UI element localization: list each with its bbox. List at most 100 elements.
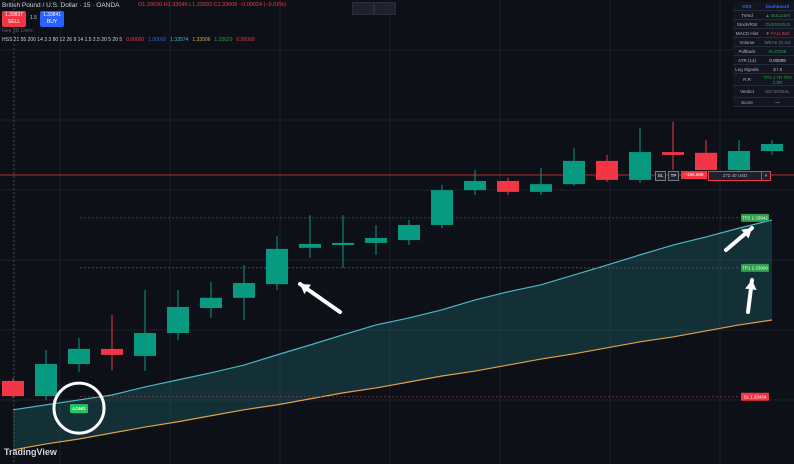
- logo: TradingView: [4, 447, 57, 457]
- dashboard-row: Stoch/RSI OVERSOLD: [733, 19, 794, 29]
- position-tp[interactable]: TP: [668, 171, 679, 181]
- band-fill: [13, 220, 772, 450]
- dashboard-header: HSS Dashboard: [733, 2, 794, 11]
- level-label-box: [741, 392, 769, 401]
- score-value: —: [761, 97, 794, 107]
- dashboard-key: Volume: [733, 37, 761, 47]
- dashboard-value: WEAK (0.4x): [761, 37, 794, 47]
- candle-body: [35, 364, 57, 397]
- indicator-2: HSS 21 55 200 14 3 3 80 12 26 9 14 1.5 2…: [2, 37, 255, 43]
- candle-body: [398, 224, 420, 241]
- sell-price: 1.33837: [4, 12, 24, 18]
- indicator-value: 0.00000: [126, 37, 145, 43]
- candle-body: [233, 283, 255, 298]
- dashboard-key: MACD Hist: [733, 28, 761, 38]
- candle-body: [134, 333, 156, 356]
- signal-box: [70, 404, 88, 414]
- candle-body: [266, 248, 288, 285]
- position-sl[interactable]: SL: [655, 171, 666, 181]
- candle-body: [101, 348, 123, 355]
- candle-body: [464, 180, 486, 191]
- candle-body: [167, 306, 189, 334]
- arrow-head: [745, 280, 757, 291]
- candle-body: [563, 160, 585, 185]
- candle-body: [695, 152, 717, 171]
- candle-body: [497, 180, 519, 192]
- verdict-value: NO SIGNAL: [761, 85, 794, 98]
- symbol: British Pound / U.S. Dollar · 15 · OANDA: [2, 2, 120, 9]
- dashboard-key: Pullback: [733, 46, 761, 56]
- indicator-value: 1.33574: [170, 37, 189, 43]
- sell-label: SELL: [7, 19, 21, 25]
- dashboard-row: Volume WEAK (0.4x): [733, 37, 794, 47]
- dashboard-row: Trend ▲ BULLISH: [733, 10, 794, 20]
- ma-line: [12, 319, 773, 451]
- dashboard-title: HSS: [733, 2, 761, 11]
- candle-body: [629, 152, 651, 180]
- dashboard-value: IN ZONE: [761, 46, 794, 56]
- buy-button[interactable]: 1.33841 BUY: [40, 11, 64, 27]
- signal-label: LONG: [73, 406, 86, 411]
- candle-body: [761, 143, 783, 152]
- candle-body: [662, 152, 684, 155]
- dashboard-row: R:R TP1 1.7R TP2 2.9R: [733, 73, 794, 86]
- candle-body: [299, 243, 321, 248]
- position-pnl: −186.588: [681, 171, 707, 179]
- level-label: TP2 1.33942: [742, 216, 768, 221]
- toolbar-button[interactable]: [374, 2, 396, 15]
- level-label: TP1 1.33800: [742, 266, 768, 271]
- dashboard-row: Leg Signals 3 / 3: [733, 64, 794, 74]
- dashboard-key: ATR (14): [733, 55, 761, 65]
- indicator-1: Gen 3D Lines: [2, 28, 33, 34]
- candle-body: [68, 348, 90, 365]
- verdict-row: Verdict NO SIGNAL: [733, 85, 794, 98]
- dashboard-value: ▼ FALLING: [761, 28, 794, 38]
- buy-price: 1.33841: [42, 12, 62, 18]
- spread: 1.5: [30, 15, 37, 21]
- candle-body: [365, 237, 387, 243]
- dashboard-value: 3 / 3: [761, 64, 794, 74]
- dashboard-key: R:R: [733, 73, 761, 86]
- level-label-box: [741, 263, 769, 272]
- candle-body: [728, 151, 750, 171]
- score-key: Score: [733, 97, 761, 107]
- dashboard-key: Stoch/RSI: [733, 19, 761, 29]
- candle-body: [2, 380, 24, 397]
- verdict-key: Verdict: [733, 85, 761, 98]
- sell-button[interactable]: 1.33837 SELL: [2, 11, 26, 27]
- dashboard-key: Leg Signals: [733, 64, 761, 74]
- dashboard-row: MACD Hist ▼ FALLING: [733, 28, 794, 38]
- position-close[interactable]: ×: [761, 171, 771, 181]
- candle-body: [596, 160, 618, 180]
- indicator-2-params: HSS 21 55 200 14 3 3 80 12 26 9 14 1.5 2…: [2, 37, 123, 43]
- ohlc: O1.33630 H1.33646 L1.33593 C1.33606 −0.0…: [138, 2, 287, 8]
- ma-line: [12, 219, 773, 411]
- candle-body: [530, 184, 552, 192]
- toolbar-button[interactable]: [352, 2, 374, 15]
- dashboard-value: TP1 1.7R TP2 2.9R: [761, 73, 794, 86]
- arrow-head: [741, 228, 752, 239]
- dashboard: HSS Dashboard Trend ▲ BULLISH Stoch/RSI OVER…: [733, 2, 794, 107]
- dashboard-row: ATR (14) 0.00089: [733, 55, 794, 65]
- level-label: SL 1.33434: [744, 394, 767, 399]
- indicator-value: 0.00000: [236, 37, 255, 43]
- dashboard-row: Pullback IN ZONE: [733, 46, 794, 56]
- buy-label: BUY: [46, 19, 58, 25]
- indicator-value: 1.33629: [214, 37, 233, 43]
- dashboard-value: OVERSOLD: [761, 19, 794, 29]
- dashboard-key: Trend: [733, 10, 761, 20]
- score-row: Score —: [733, 97, 794, 107]
- dashboard-value: 0.00089: [761, 55, 794, 65]
- indicator-value: 1.00000: [148, 37, 167, 43]
- candle-body: [200, 297, 222, 309]
- candle-body: [431, 190, 453, 225]
- position-amount: 272.40 USD: [708, 171, 762, 181]
- level-label-box: [741, 213, 769, 222]
- indicator-value: 1.33506: [192, 37, 211, 43]
- indicator-2-values: 0.00000 1.00000 1.33574 1.33506 1.33629 0.000…: [122, 37, 254, 43]
- dashboard-rows: Trend ▲ BULLISH Stoch/RSI OVERSOLD MACD Hist…: [733, 10, 794, 86]
- dashboard-value: ▲ BULLISH: [761, 10, 794, 20]
- dashboard-title: Dashboard: [761, 2, 794, 11]
